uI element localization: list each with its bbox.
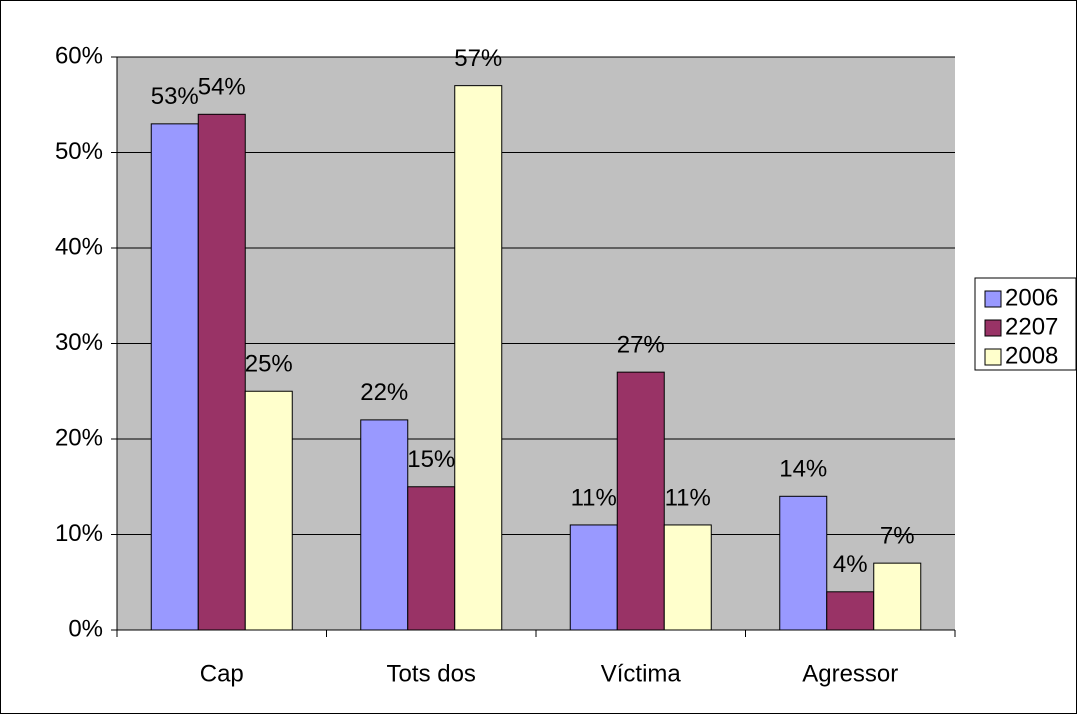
bar xyxy=(407,486,456,631)
y-tick-label: 30% xyxy=(55,329,103,356)
data-label: 11% xyxy=(571,484,617,511)
bar xyxy=(779,495,828,631)
legend-swatch xyxy=(984,348,1002,366)
data-label: 15% xyxy=(407,446,455,473)
data-label: 53% xyxy=(151,83,199,110)
legend-label: 2207 xyxy=(1005,313,1058,340)
bar xyxy=(360,419,409,631)
y-tick-label: 20% xyxy=(55,424,103,451)
y-tick-label: 10% xyxy=(55,520,103,547)
data-label: 22% xyxy=(360,379,408,406)
data-label: 7% xyxy=(880,522,915,549)
bar xyxy=(826,591,875,631)
x-tick-label: Víctima xyxy=(601,660,682,687)
bar xyxy=(454,85,503,631)
legend-label: 2008 xyxy=(1005,342,1058,369)
legend-swatch xyxy=(984,319,1002,337)
data-label: 14% xyxy=(779,456,827,483)
x-tick-label: Cap xyxy=(200,660,244,687)
bar xyxy=(663,524,712,631)
y-tick-label: 0% xyxy=(68,615,103,642)
y-tick-label: 60% xyxy=(55,42,103,69)
bar xyxy=(150,123,199,631)
data-label: 4% xyxy=(833,551,868,578)
legend-label: 2006 xyxy=(1005,284,1058,311)
data-label: 54% xyxy=(198,74,246,101)
x-tick-label: Agressor xyxy=(802,660,898,687)
data-label: 11% xyxy=(665,484,711,511)
bar xyxy=(569,524,618,631)
bar xyxy=(873,562,922,631)
data-label: 27% xyxy=(617,331,665,358)
legend-swatch xyxy=(984,290,1002,308)
bar xyxy=(616,371,665,631)
bar xyxy=(197,113,246,631)
x-tick-label: Tots dos xyxy=(387,660,476,687)
y-tick-label: 50% xyxy=(55,138,103,165)
bar xyxy=(244,390,293,631)
data-label: 57% xyxy=(454,45,502,72)
data-label: 25% xyxy=(245,351,293,378)
y-tick-label: 40% xyxy=(55,233,103,260)
